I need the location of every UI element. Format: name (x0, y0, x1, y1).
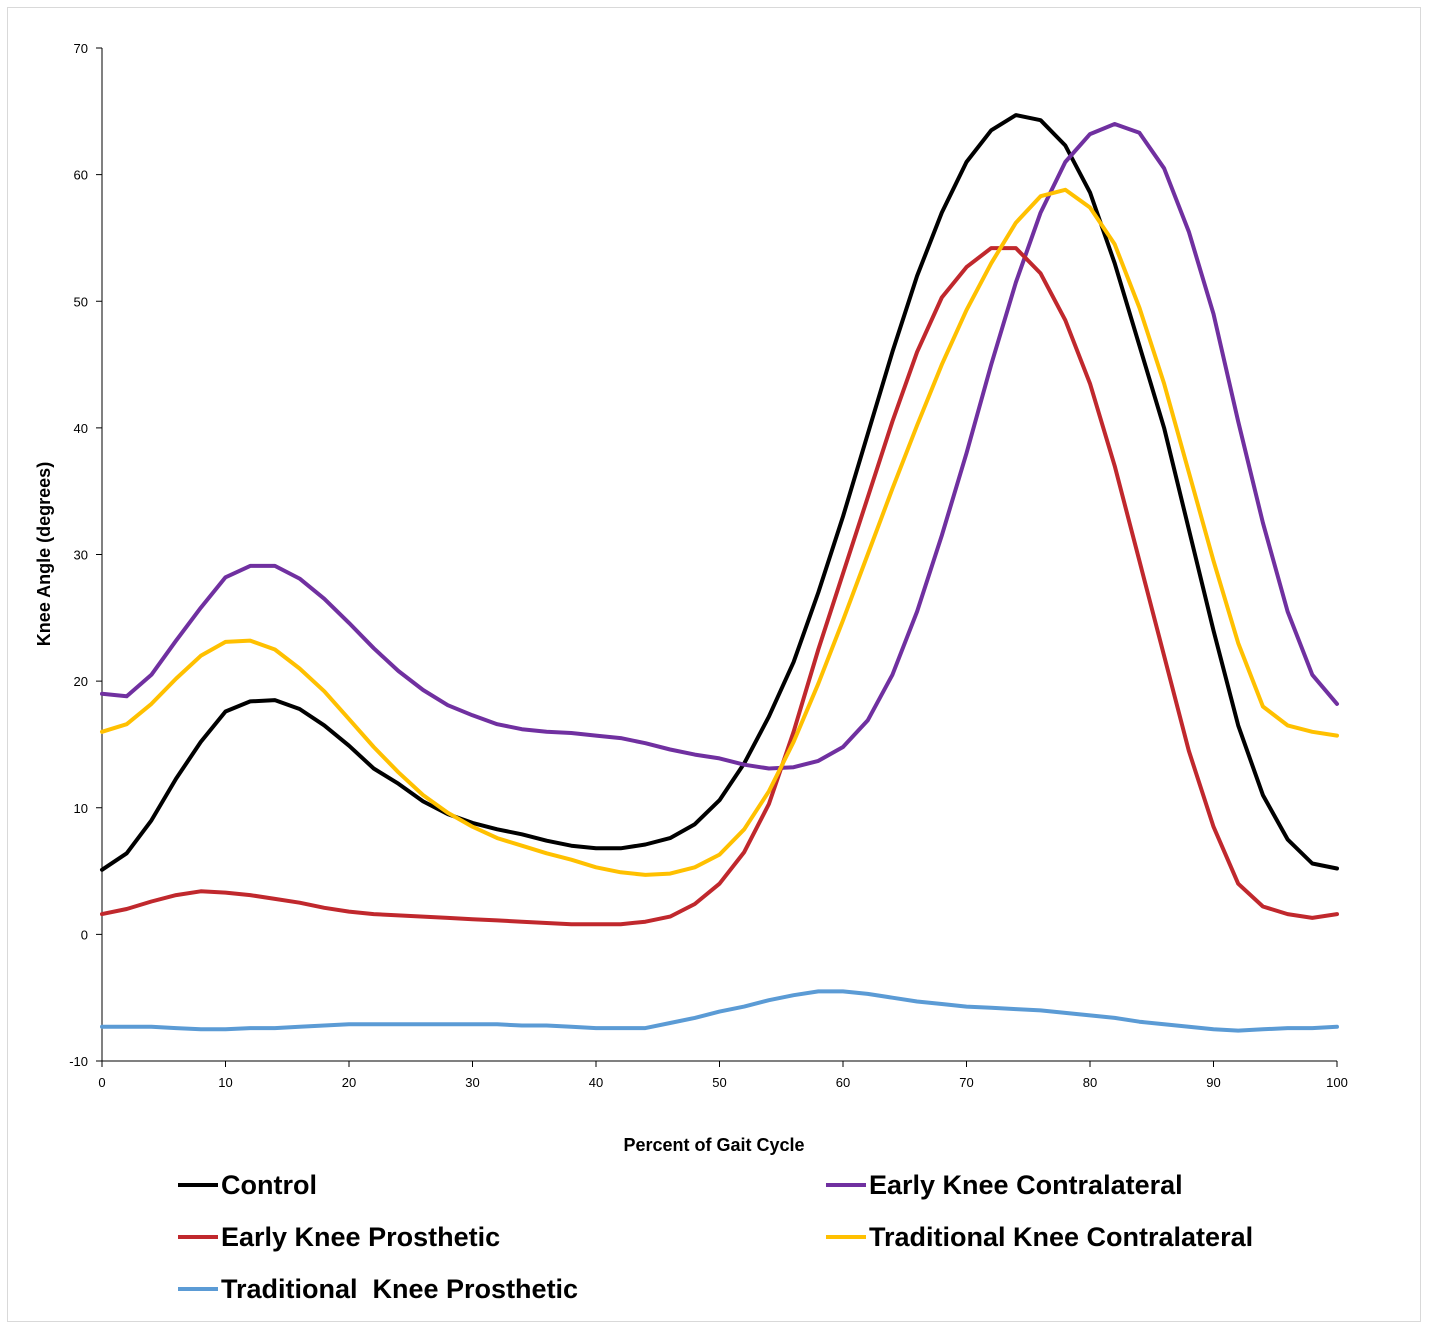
y-tick-label: 30 (74, 548, 88, 563)
x-tick-label: 10 (218, 1075, 232, 1090)
x-tick-label: 80 (1083, 1075, 1097, 1090)
series-line-3 (100, 187, 1339, 877)
x-tick-label: 20 (342, 1075, 356, 1090)
legend-label-3: Traditional Knee Contralateral (869, 1222, 1253, 1252)
x-tick-label: 60 (836, 1075, 850, 1090)
x-tick-label: 90 (1206, 1075, 1220, 1090)
y-axis-title: Knee Angle (degrees) (34, 462, 54, 646)
series-line-4 (100, 989, 1339, 1033)
y-tick-label: 20 (74, 674, 88, 689)
y-tick-label: 0 (81, 927, 88, 942)
y-tick-label: 50 (74, 294, 88, 309)
legend-label-0: Control (221, 1170, 317, 1200)
series-line-2 (100, 246, 1339, 927)
x-tick-label: 40 (589, 1075, 603, 1090)
x-tick-label: 100 (1326, 1075, 1348, 1090)
x-tick-label: 70 (959, 1075, 973, 1090)
axes: -10 0 10 20 30 40 50 60 70 0 10 20 30 40 50 60 70 80 90 100 (69, 41, 1348, 1090)
x-tick-label: 30 (465, 1075, 479, 1090)
x-tick-label: 0 (98, 1075, 105, 1090)
x-tick-label: 50 (712, 1075, 726, 1090)
series-line-0 (100, 113, 1339, 872)
y-tick-label: -10 (69, 1054, 88, 1069)
y-tick-label: 40 (74, 421, 88, 436)
series-line-1 (100, 122, 1339, 771)
legend: Control Early Knee Contralateral Early Kne… (178, 1170, 1253, 1304)
y-tick-label: 60 (74, 168, 88, 183)
legend-label-1: Early Knee Contralateral (869, 1170, 1183, 1200)
series-layer (100, 113, 1339, 1033)
y-tick-label: 70 (74, 41, 88, 56)
legend-label-2: Early Knee Prosthetic (221, 1222, 500, 1252)
legend-label-4: Traditional Knee Prosthetic (221, 1274, 578, 1304)
x-axis-title: Percent of Gait Cycle (623, 1135, 804, 1155)
y-tick-label: 10 (74, 801, 88, 816)
